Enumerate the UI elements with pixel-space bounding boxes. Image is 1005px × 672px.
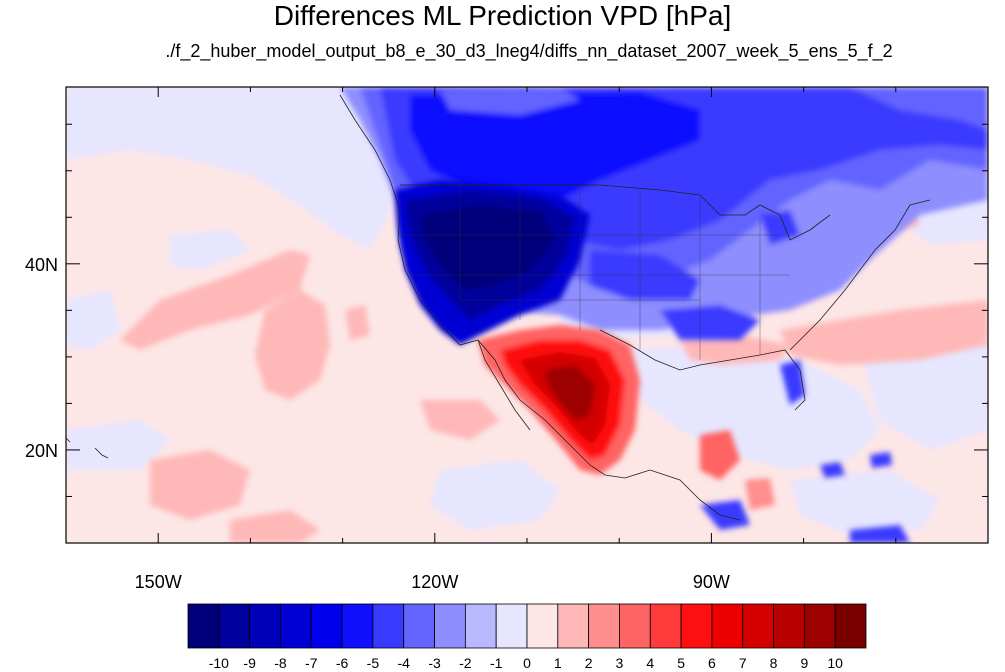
colorbar-label: 8 bbox=[770, 655, 778, 671]
colorbar-label: 0 bbox=[523, 655, 531, 671]
lat-tick-label: 20N bbox=[25, 441, 58, 461]
map-title: Differences ML Prediction VPD [hPa] bbox=[273, 0, 732, 31]
colorbar-box bbox=[341, 603, 374, 649]
colorbar-label: -6 bbox=[336, 655, 349, 671]
anomaly-dark-blue-western-us bbox=[395, 180, 590, 345]
colorbar-label: 5 bbox=[677, 655, 685, 671]
colorbar-box bbox=[588, 603, 620, 649]
colorbar-box bbox=[803, 603, 836, 649]
colorbar-label: 10 bbox=[827, 655, 843, 671]
coastlines-and-borders bbox=[66, 94, 931, 521]
colorbar-box bbox=[711, 603, 744, 649]
anomaly-dark-red-mexico bbox=[478, 325, 775, 510]
anomaly-light-blue-regions bbox=[66, 87, 988, 535]
colorbar-box bbox=[619, 603, 651, 649]
colorbar-label: -4 bbox=[398, 655, 411, 671]
lon-tick-label: 120W bbox=[411, 572, 458, 592]
colorbar-label: -1 bbox=[490, 655, 503, 671]
colorbar-box bbox=[280, 603, 312, 649]
colorbar-box bbox=[773, 603, 805, 649]
colorbar-label: -5 bbox=[367, 655, 380, 671]
colorbar-label: -8 bbox=[274, 655, 287, 671]
colorbar-box bbox=[310, 603, 343, 649]
colorbar-label: 1 bbox=[554, 655, 562, 671]
colorbar-labels: -10 -9 -8 -7 -6 -5 -4 -3 -2 -1 0 1 2 3 4 5 6 7 8 9 10 bbox=[209, 655, 843, 671]
colorbar-label: -10 bbox=[209, 655, 229, 671]
anomaly-small-blue-patches bbox=[700, 360, 910, 543]
colorbar-box bbox=[495, 603, 528, 649]
map-subtitle: ./f_2_huber_model_output_b8_e_30_d3_lneg… bbox=[165, 41, 893, 61]
colorbar-box bbox=[187, 603, 220, 649]
colorbar bbox=[187, 603, 867, 649]
colorbar-box bbox=[742, 603, 774, 649]
colorbar-box bbox=[834, 603, 867, 649]
colorbar-label: 3 bbox=[616, 655, 624, 671]
colorbar-box bbox=[249, 603, 281, 649]
colorbar-box bbox=[434, 603, 466, 649]
lon-tick-label: 150W bbox=[135, 572, 182, 592]
plot-area bbox=[66, 87, 988, 543]
colorbar-box bbox=[649, 603, 682, 649]
axis-ticks bbox=[66, 87, 988, 543]
colorbar-box bbox=[403, 603, 435, 649]
colorbar-box bbox=[557, 603, 590, 649]
colorbar-label: 2 bbox=[585, 655, 593, 671]
colorbar-box bbox=[464, 603, 497, 649]
colorbar-box bbox=[526, 603, 559, 649]
colorbar-label: 9 bbox=[800, 655, 808, 671]
colorbar-box bbox=[218, 603, 251, 649]
colorbar-box bbox=[372, 603, 405, 649]
colorbar-label: -9 bbox=[243, 655, 256, 671]
lon-tick-label: 90W bbox=[693, 572, 730, 592]
colorbar-label: -2 bbox=[459, 655, 472, 671]
lat-tick-label: 40N bbox=[25, 255, 58, 275]
colorbar-label: 7 bbox=[739, 655, 747, 671]
state-borders bbox=[400, 185, 790, 360]
colorbar-label: 6 bbox=[708, 655, 716, 671]
colorbar-label: -3 bbox=[428, 655, 441, 671]
colorbar-label: -7 bbox=[305, 655, 318, 671]
colorbar-box bbox=[680, 603, 713, 649]
colorbar-label: 4 bbox=[646, 655, 654, 671]
axis-labels: 150W 120W 90W 40N 20N bbox=[25, 255, 730, 592]
